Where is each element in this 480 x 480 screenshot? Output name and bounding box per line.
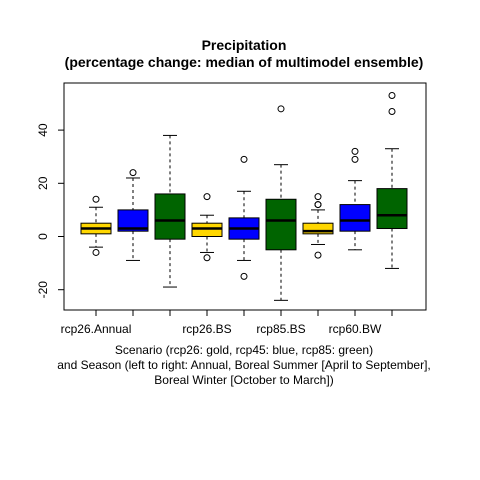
chart-title-line-1: Precipitation [202, 37, 287, 53]
outlier-point [240, 272, 248, 280]
box-body [339, 204, 371, 232]
outlier-point [388, 107, 396, 115]
outlier-point [314, 251, 322, 259]
x-tick-label: rcp26.Annual [61, 322, 132, 336]
x-axis-label-line-3: Boreal Winter [October to March]) [154, 373, 333, 387]
y-tick-label: 0 [36, 233, 50, 240]
outlier-point [92, 248, 100, 256]
box-rcp45 [339, 147, 371, 251]
x-axis-label-line-2: and Season (left to right: Annual, Borea… [57, 358, 431, 372]
box-rcp85 [154, 134, 186, 288]
outlier-point [129, 169, 137, 177]
box-rcp45 [117, 169, 149, 261]
outlier-point [314, 201, 322, 209]
box-rcp26 [302, 193, 334, 259]
x-tick-label: rcp26.BS [182, 322, 231, 336]
boxes-layer [80, 92, 408, 301]
y-tick-label: 20 [36, 176, 50, 190]
outlier-point [351, 147, 359, 155]
x-tick-label: rcp85.BS [256, 322, 305, 336]
outlier-point [277, 105, 285, 113]
chart-title-line-2: (percentage change: median of multimodel… [65, 54, 424, 70]
x-tick-label: rcp60.BW [329, 322, 382, 336]
outlier-point [203, 254, 211, 262]
outlier-point [351, 155, 359, 163]
box-body [117, 209, 149, 232]
outlier-point [203, 193, 211, 201]
plot-frame [63, 82, 427, 311]
outlier-point [314, 193, 322, 201]
box-rcp85 [265, 105, 297, 301]
box-body [154, 193, 186, 240]
box-body [376, 188, 408, 230]
box-body [191, 222, 223, 237]
box-rcp26 [191, 193, 223, 262]
outlier-point [92, 195, 100, 203]
y-tick-label: 40 [36, 123, 50, 137]
x-axis-label-line-1: Scenario (rcp26: gold, rcp45: blue, rcp8… [115, 343, 373, 357]
outlier-point [388, 92, 396, 100]
y-axis: -20 0 20 40 [36, 123, 65, 299]
outlier-point [240, 155, 248, 163]
y-tick-label: -20 [36, 281, 50, 299]
box-rcp45 [228, 155, 260, 280]
box-rcp85 [376, 92, 408, 269]
box-rcp26 [80, 195, 112, 256]
x-axis: rcp26.Annual rcp26.BS rcp85.BS rcp60.BW [61, 309, 393, 336]
box-body [265, 198, 297, 251]
box-body [302, 222, 334, 235]
